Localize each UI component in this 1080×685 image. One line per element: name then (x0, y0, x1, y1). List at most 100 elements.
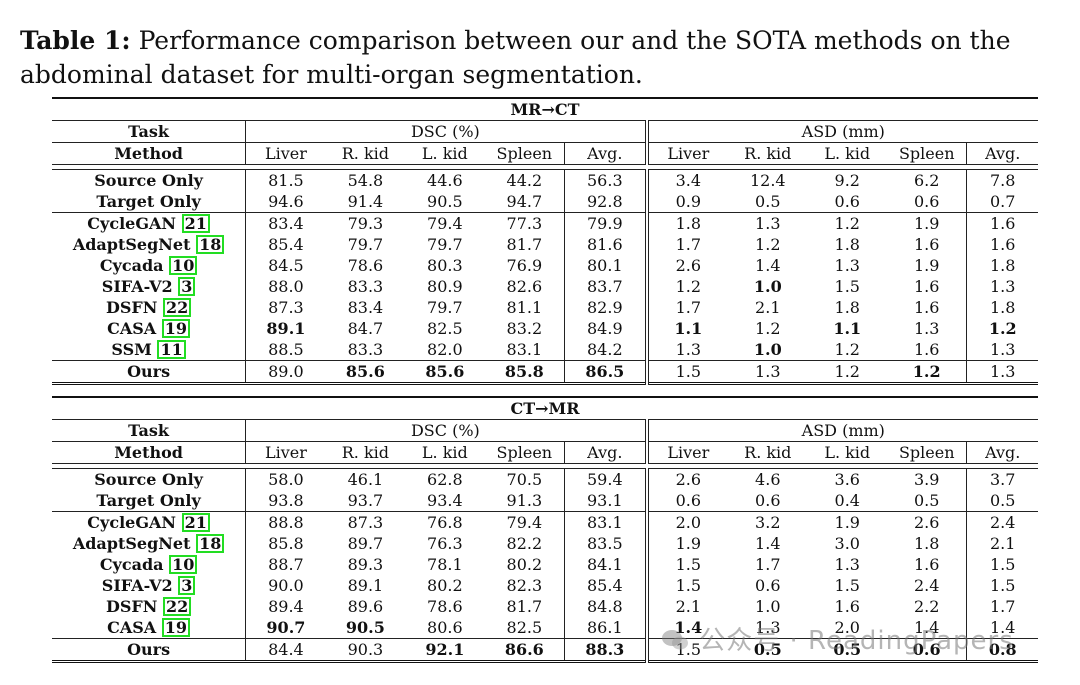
table-row: DSFN 22 87.3 83.4 79.7 81.1 82.9 1.7 2.1 1.8 1.6 1… (52, 297, 1038, 318)
wechat-icon (662, 630, 688, 650)
asd-value: 0.5 (728, 638, 808, 663)
asd-value: 1.6 (914, 298, 940, 317)
dsc-value: 82.0 (405, 339, 485, 361)
task-header: Task (52, 419, 247, 442)
header-task-row: Task DSC (%) ASD (mm) (52, 419, 1038, 442)
section-title: CT→MR (52, 396, 1038, 420)
dsc-value: 89.1 (347, 576, 384, 595)
asd-value: 1.2 (966, 318, 1038, 339)
dsc-value: 44.6 (427, 171, 463, 190)
asd-value: 6.2 (914, 171, 940, 190)
asd-value: 1.0 (728, 339, 808, 361)
section-title-row: CT→MR (52, 396, 1038, 420)
asd-value: 1.2 (644, 276, 729, 297)
table-row: SIFA-V2 3 88.0 83.3 80.9 82.6 83.7 1.2 1.0 1.5 1.… (52, 276, 1038, 297)
method-name: Target Only (52, 490, 247, 512)
dsc-value: 78.1 (427, 555, 463, 574)
dsc-value: 92.8 (564, 191, 647, 213)
asd-value: 1.3 (914, 319, 940, 338)
column-header: Avg. (564, 441, 647, 464)
asd-value: 1.8 (834, 298, 860, 317)
asd-value: 1.7 (644, 297, 729, 318)
asd-value: 1.6 (914, 277, 940, 296)
citation-ref: 22 (162, 298, 192, 317)
dsc-value: 78.6 (427, 597, 463, 616)
column-header: Avg. (564, 142, 647, 165)
dsc-value: 83.2 (506, 319, 543, 338)
header-divider-cell (52, 463, 1038, 469)
asd-value: 1.3 (728, 360, 808, 385)
dsc-value: 84.2 (564, 339, 647, 361)
dsc-value: 82.2 (506, 534, 543, 553)
asd-value: 2.0 (644, 511, 729, 533)
asd-value: 4.6 (755, 470, 781, 489)
method-name: SSM 11 (52, 339, 247, 361)
asd-value: 3.9 (914, 470, 940, 489)
dsc-value: 77.3 (506, 214, 543, 233)
column-header: R. kid (728, 142, 808, 165)
dsc-value: 91.3 (484, 490, 565, 512)
method-label: CASA (107, 319, 157, 338)
dsc-value: 80.9 (427, 277, 463, 296)
method-name: Cycada 10 (52, 255, 247, 276)
column-header: Spleen (484, 441, 565, 464)
asd-value: 2.4 (966, 511, 1038, 533)
column-header: Avg. (966, 142, 1038, 165)
dsc-value: 76.8 (427, 513, 463, 532)
asd-value: 1.3 (644, 339, 729, 361)
table-row: AdaptSegNet 18 85.8 89.7 76.3 82.2 83.5 1.9 1.4… (52, 533, 1038, 554)
dsc-value: 79.9 (564, 212, 647, 234)
column-header: L. kid (405, 441, 485, 464)
dsc-value: 90.5 (405, 191, 485, 213)
dsc-value: 94.6 (245, 191, 326, 213)
citation-ref: 21 (181, 214, 210, 233)
table-row: CASA 19 90.7 90.5 80.6 82.5 86.1 1.4 1.3 2.0 1.4 1… (52, 617, 1038, 639)
dsc-value: 83.4 (347, 298, 384, 317)
asd-value: 1.2 (755, 319, 781, 338)
dsc-value: 79.7 (427, 235, 463, 254)
asd-value: 3.4 (644, 169, 729, 191)
asd-value: 1.3 (966, 360, 1038, 385)
dsc-value: 88.0 (268, 277, 304, 296)
asd-value: 1.6 (914, 555, 940, 574)
dsc-value: 89.7 (347, 534, 384, 553)
asd-value: 0.6 (644, 490, 729, 512)
dsc-value: 84.4 (245, 638, 326, 663)
asd-value: 1.5 (966, 575, 1038, 596)
header-divider (52, 463, 1038, 469)
asd-value: 2.1 (644, 596, 729, 617)
dsc-value: 88.8 (268, 513, 304, 532)
method-label: Cycada (99, 555, 164, 574)
method-name: SIFA-V2 3 (52, 276, 247, 297)
dsc-value: 90.3 (325, 638, 406, 663)
method-name: Cycada 10 (52, 554, 247, 575)
method-label: DSFN (105, 597, 158, 616)
dsc-value: 79.4 (427, 214, 463, 233)
asd-value: 1.9 (644, 533, 729, 554)
dsc-value: 62.8 (427, 470, 463, 489)
asd-value: 1.6 (886, 339, 967, 361)
results-table-ct-mr: CT→MR Task DSC (%) ASD (mm) Method Liver R. ki… (52, 396, 1038, 663)
column-header: R. kid (325, 142, 406, 165)
dsc-value: 56.3 (564, 169, 647, 191)
table-caption: Table 1: Performance comparison between … (20, 24, 1068, 92)
method-name: Target Only (52, 191, 247, 213)
column-header: R. kid (728, 441, 808, 464)
dsc-value: 76.9 (506, 256, 543, 275)
dsc-value: 83.7 (564, 276, 647, 297)
dsc-value: 88.5 (245, 339, 326, 361)
citation-ref: 21 (181, 513, 210, 532)
dsc-value: 81.6 (564, 234, 647, 255)
citation-ref: 3 (178, 576, 196, 595)
asd-value: 1.8 (644, 212, 729, 234)
citation-ref: 19 (161, 618, 191, 637)
method-name: CASA 19 (52, 617, 247, 639)
method-label: SIFA-V2 (101, 576, 173, 595)
dsc-value: 80.3 (427, 256, 463, 275)
column-header: Avg. (966, 441, 1038, 464)
dsc-value: 80.1 (564, 255, 647, 276)
dsc-value: 89.6 (347, 597, 384, 616)
asd-value: 1.9 (914, 256, 940, 275)
dsc-value: 85.4 (564, 575, 647, 596)
dsc-value: 89.0 (245, 360, 326, 385)
